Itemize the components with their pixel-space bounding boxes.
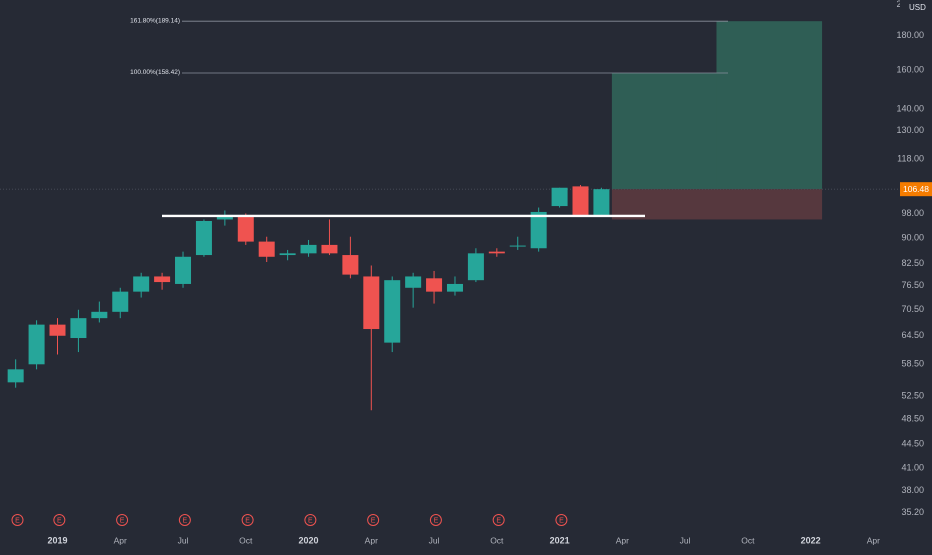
earnings-marker[interactable] bbox=[53, 514, 66, 526]
y-tick-label: 41.00 bbox=[901, 463, 924, 473]
candle[interactable] bbox=[551, 187, 568, 207]
earnings-marker-label: E bbox=[559, 517, 564, 524]
candle[interactable] bbox=[405, 276, 422, 288]
earnings-marker[interactable] bbox=[116, 514, 129, 526]
last-price-label: 106.48 bbox=[903, 184, 929, 194]
y-tick-label: 64.50 bbox=[901, 330, 924, 340]
candle[interactable] bbox=[300, 244, 317, 254]
x-tick-label: Oct bbox=[741, 535, 755, 545]
y-tick-label: 58.50 bbox=[901, 359, 924, 369]
y-tick-label: 48.50 bbox=[901, 413, 924, 423]
candle[interactable] bbox=[384, 280, 401, 343]
last-price-badge bbox=[900, 182, 932, 197]
x-tick-label: 2020 bbox=[299, 535, 319, 545]
position-loss-zone[interactable] bbox=[716, 189, 823, 220]
earnings-marker[interactable] bbox=[429, 514, 442, 526]
candle[interactable] bbox=[49, 324, 66, 336]
candle[interactable] bbox=[572, 186, 589, 215]
x-tick-label: 2019 bbox=[47, 535, 67, 545]
candle[interactable] bbox=[363, 276, 380, 330]
earnings-marker[interactable] bbox=[367, 514, 380, 526]
candle[interactable] bbox=[133, 276, 150, 292]
x-tick-label: Apr bbox=[114, 535, 127, 545]
x-tick-label: Oct bbox=[490, 535, 504, 545]
earnings-marker-label: E bbox=[57, 517, 62, 524]
candle[interactable] bbox=[467, 253, 484, 281]
candle[interactable] bbox=[7, 369, 24, 383]
candle[interactable] bbox=[237, 216, 254, 242]
currency-label: USD bbox=[909, 3, 926, 12]
earnings-marker[interactable] bbox=[555, 514, 568, 526]
earnings-marker-label: E bbox=[120, 517, 125, 524]
fib-level-label: 161.80%(189.14) bbox=[130, 17, 180, 24]
candle[interactable] bbox=[530, 211, 547, 249]
earnings-marker-label: E bbox=[183, 517, 188, 524]
earnings-marker-label: E bbox=[245, 517, 250, 524]
y-tick-label: 130.00 bbox=[896, 125, 924, 135]
y-tick-label: 76.50 bbox=[901, 280, 924, 290]
candle[interactable] bbox=[321, 244, 338, 254]
earnings-marker[interactable] bbox=[304, 514, 317, 526]
earnings-marker-label: E bbox=[434, 517, 439, 524]
candle[interactable] bbox=[446, 283, 463, 292]
earnings-marker-label: E bbox=[308, 517, 313, 524]
position-profit-zone[interactable] bbox=[716, 21, 823, 190]
fib-level-label: 100.00%(158.42) bbox=[130, 69, 180, 76]
candle[interactable] bbox=[28, 324, 45, 365]
x-tick-label: Jul bbox=[178, 535, 189, 545]
candle[interactable] bbox=[216, 214, 233, 220]
candle[interactable] bbox=[175, 256, 192, 284]
x-tick-label: Apr bbox=[867, 535, 880, 545]
x-tick-label: Apr bbox=[616, 535, 629, 545]
earnings-marker[interactable] bbox=[11, 514, 24, 526]
position-profit-zone[interactable] bbox=[611, 73, 718, 190]
candle[interactable] bbox=[426, 278, 443, 292]
candle[interactable] bbox=[154, 276, 171, 283]
earnings-marker-label: E bbox=[15, 517, 20, 524]
candle[interactable] bbox=[593, 189, 610, 215]
x-tick-label: 2022 bbox=[801, 535, 821, 545]
y-tick-label: 180.00 bbox=[896, 30, 924, 40]
earnings-marker-label: E bbox=[496, 517, 501, 524]
candle[interactable] bbox=[258, 241, 275, 257]
candle[interactable] bbox=[195, 220, 212, 256]
x-tick-label: Apr bbox=[365, 535, 378, 545]
y-tick-label: 140.00 bbox=[896, 104, 924, 114]
candle[interactable] bbox=[488, 251, 505, 254]
y-tick-label: 44.50 bbox=[901, 439, 924, 449]
earnings-marker-label: E bbox=[371, 517, 376, 524]
axis-header-bg bbox=[900, 0, 932, 14]
earnings-marker[interactable] bbox=[178, 514, 191, 526]
position-loss-zone[interactable] bbox=[611, 189, 718, 220]
earnings-marker[interactable] bbox=[241, 514, 254, 526]
y-tick-label: 52.50 bbox=[901, 390, 924, 400]
y-tick-label: 38.00 bbox=[901, 485, 924, 495]
candle[interactable] bbox=[509, 245, 526, 247]
y-tick-label: 90.00 bbox=[901, 233, 924, 243]
y-tick-label: 98.00 bbox=[901, 208, 924, 218]
y-tick-label: 160.00 bbox=[896, 64, 924, 74]
candle[interactable] bbox=[342, 255, 359, 275]
y-tick-label: 35.20 bbox=[901, 507, 924, 517]
candle[interactable] bbox=[279, 253, 296, 256]
x-tick-label: 2021 bbox=[550, 535, 570, 545]
earnings-marker[interactable] bbox=[492, 514, 505, 526]
candle[interactable] bbox=[70, 318, 87, 339]
y-tick-label: 70.50 bbox=[901, 304, 924, 314]
x-tick-label: Jul bbox=[429, 535, 440, 545]
candle[interactable] bbox=[91, 311, 108, 319]
x-tick-label: Oct bbox=[239, 535, 253, 545]
candle[interactable] bbox=[112, 291, 129, 312]
y-tick-label: 118.00 bbox=[897, 154, 924, 164]
x-tick-label: Jul bbox=[680, 535, 691, 545]
y-tick-label: 82.50 bbox=[901, 258, 924, 268]
